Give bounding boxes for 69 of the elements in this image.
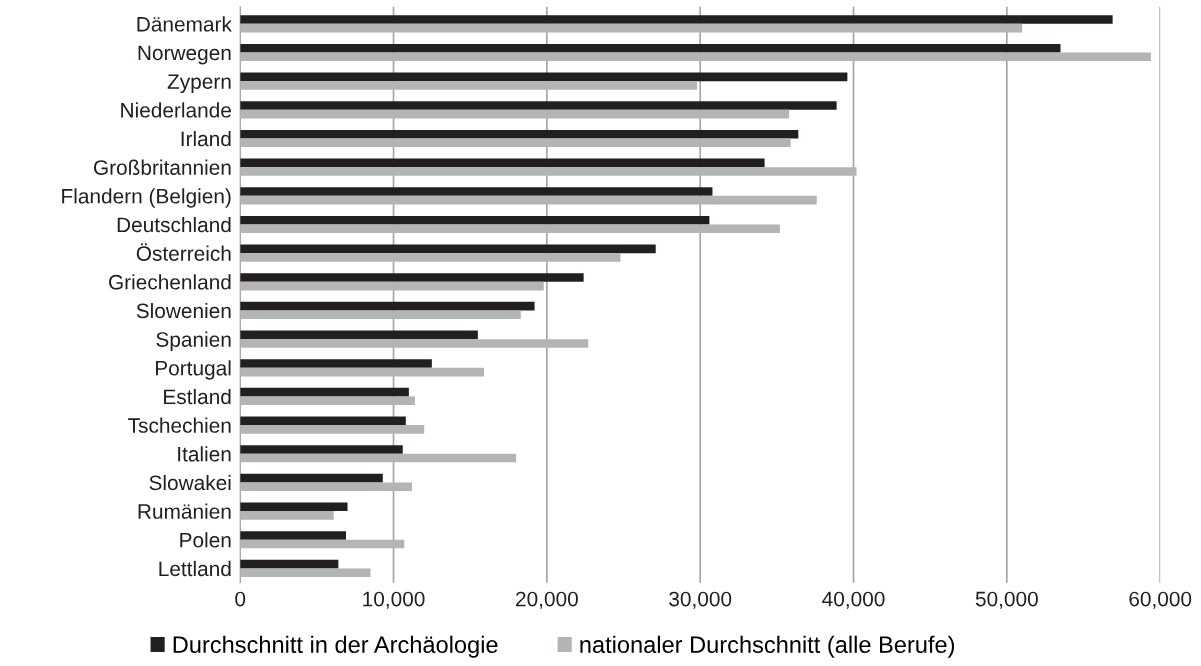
bar <box>240 52 1151 62</box>
y-tick-label: Lettland <box>159 560 231 577</box>
y-tick-label: Polen <box>180 532 231 548</box>
bar <box>240 253 621 262</box>
y-tick-label: Zypern <box>167 74 231 94</box>
y-tick-label: Großbritannien <box>93 159 231 175</box>
bar <box>240 81 698 90</box>
bar <box>240 396 415 406</box>
y-tick-label: Niederlande <box>121 102 231 118</box>
x-tick-label: 20,000 <box>516 591 578 609</box>
y-tick-label: Italien <box>178 446 231 462</box>
bar <box>240 138 791 148</box>
x-tick-label: 50,000 <box>975 591 1038 609</box>
y-tick-label: Spanien <box>156 331 231 351</box>
bar <box>240 531 346 540</box>
bar <box>240 310 521 320</box>
bar <box>240 281 544 291</box>
bar <box>240 359 432 368</box>
bar <box>240 559 339 569</box>
bar <box>240 387 409 397</box>
bar <box>240 502 348 512</box>
y-tick-label: Flandern (Belgien) <box>62 188 231 208</box>
y-tick-label: Estland <box>164 388 231 405</box>
bar <box>240 453 517 463</box>
bar <box>240 187 713 196</box>
bar <box>240 445 403 454</box>
bar <box>240 425 425 434</box>
bar <box>240 273 584 282</box>
bar <box>240 339 589 348</box>
bar <box>240 330 478 340</box>
bar <box>240 195 817 205</box>
bar <box>240 301 535 311</box>
bar <box>240 367 484 377</box>
y-tick-label: Slowenien <box>136 302 231 319</box>
bar <box>240 129 799 139</box>
bar <box>240 109 790 119</box>
bar <box>240 482 412 492</box>
y-tick-label: Dänemark <box>137 16 232 32</box>
bar <box>240 511 334 520</box>
x-tick-label: 40,000 <box>822 591 885 609</box>
y-tick-label: Irland <box>181 130 231 147</box>
y-tick-label: Rumänien <box>138 503 231 519</box>
legend-label: nationaler Durchschnitt (alle Berufe) <box>580 635 955 658</box>
legend-label: Durchschnitt in der Archäologie <box>173 635 498 658</box>
bar <box>240 568 371 578</box>
x-tick-label: 60,000 <box>1129 591 1192 609</box>
y-tick-label: Slowakei <box>149 474 231 491</box>
bar <box>240 43 1061 53</box>
x-tick-label: 0 <box>235 591 246 607</box>
bar <box>240 167 857 176</box>
y-tick-label: Griechenland <box>109 274 231 290</box>
y-tick-label: Deutschland <box>117 216 231 233</box>
bar <box>240 101 837 110</box>
y-tick-label: Norwegen <box>138 45 231 65</box>
y-tick-label: Österreich <box>136 243 231 261</box>
bar <box>240 244 656 254</box>
bar <box>240 72 848 82</box>
x-tick-label: 10,000 <box>363 591 425 609</box>
bar <box>240 215 710 225</box>
bar <box>240 539 405 549</box>
bar <box>240 416 406 426</box>
bar <box>240 158 765 168</box>
bar <box>240 224 780 234</box>
y-tick-label: Tschechien <box>128 417 231 433</box>
bar <box>240 473 383 483</box>
bar <box>240 23 1023 33</box>
y-tick-label: Portugal <box>155 360 231 380</box>
bar <box>240 15 1113 24</box>
x-tick-label: 30,000 <box>669 591 732 609</box>
